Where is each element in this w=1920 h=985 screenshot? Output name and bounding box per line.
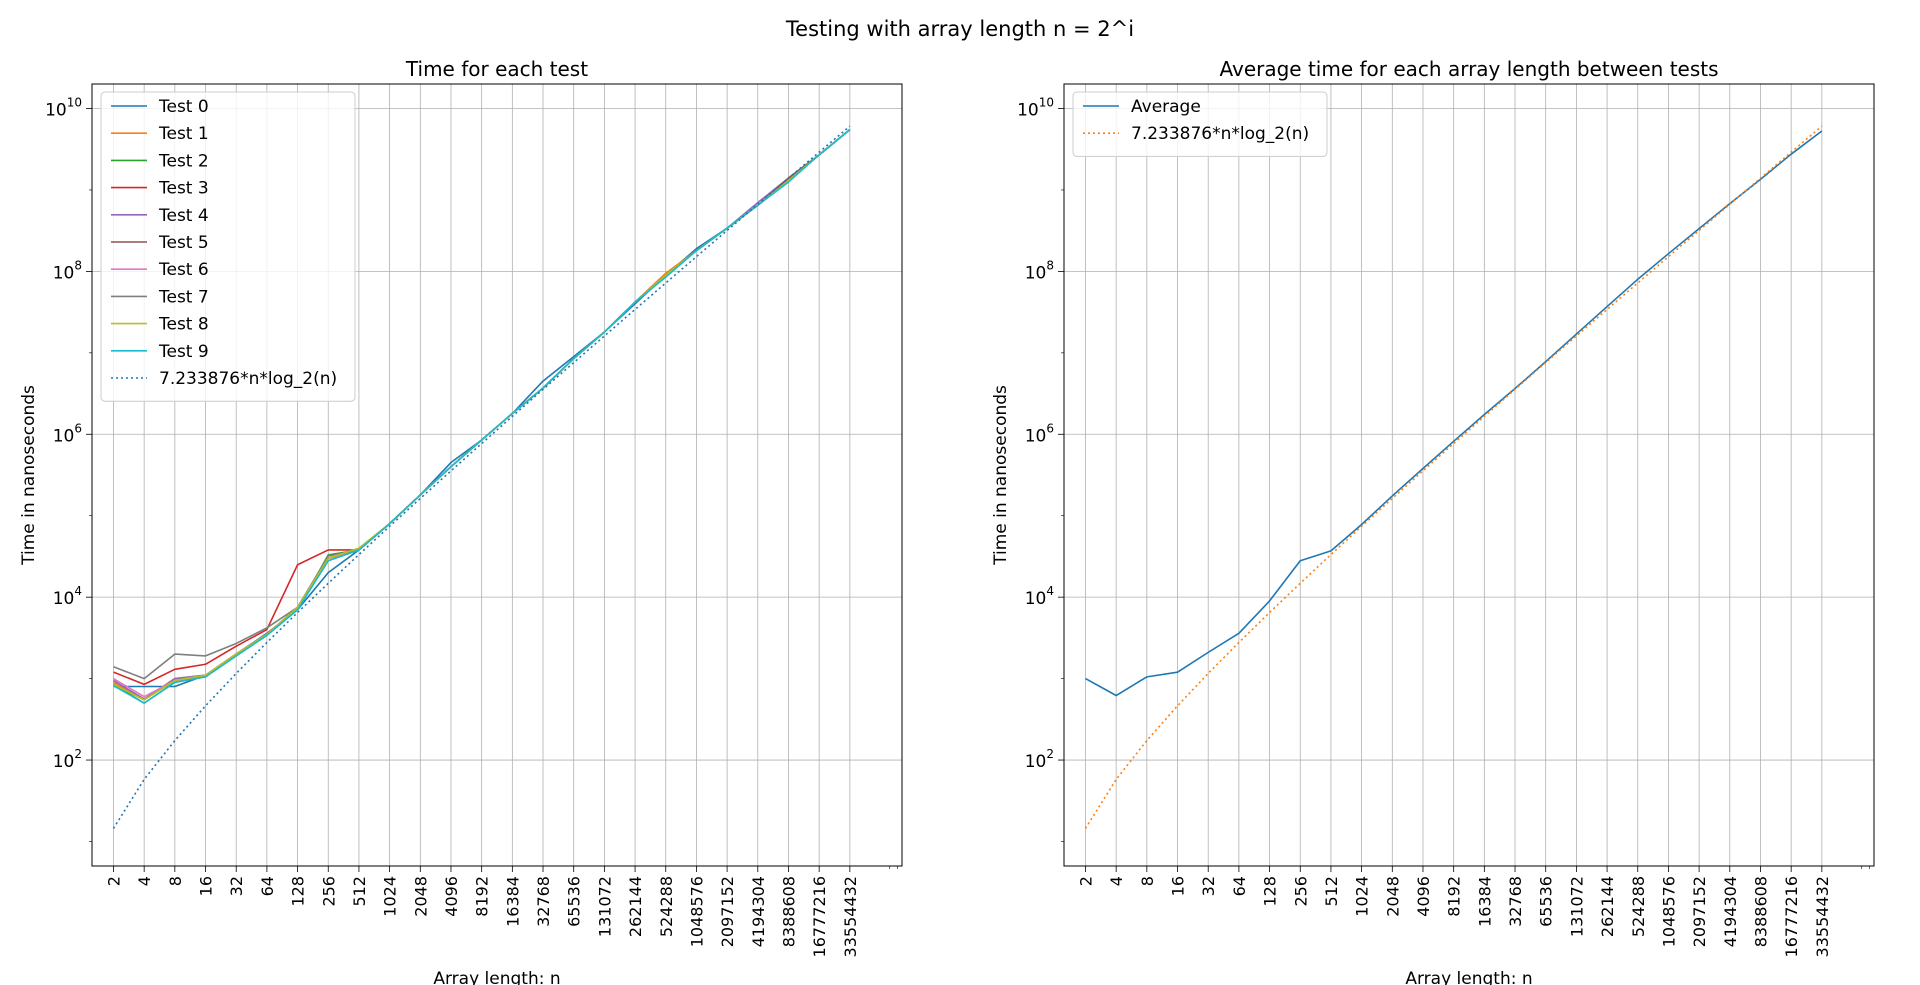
x-tick-label: 8192: [473, 876, 492, 917]
x-tick-label: 16384: [1475, 876, 1494, 927]
x-tick-label: 16777216: [810, 876, 829, 957]
chart-left: 2 4 8 16 32 64 128 256 512 1024 2048 4096 8192 16384 3…: [19, 57, 903, 985]
left-ticks-layer: 2 4 8 16 32 64 128 256 512 1024 2048 4096 8192 16384 3…: [45, 96, 898, 957]
x-tick-label: 8192: [1445, 876, 1464, 917]
x-tick-label: 128: [289, 876, 308, 907]
legend-box: [1072, 91, 1328, 157]
x-tick-label: 1048576: [687, 876, 706, 947]
series-line: [1085, 130, 1823, 697]
x-tick-label: 262144: [626, 876, 645, 937]
left-series-layer: [112, 125, 851, 829]
x-tick-label: 64: [1230, 876, 1249, 896]
x-tick-label: 1048576: [1659, 876, 1678, 947]
x-tick-label: 262144: [1598, 876, 1617, 937]
x-tick-label: 2048: [411, 876, 430, 917]
series-line: [113, 129, 851, 704]
x-tick-label: 65536: [565, 876, 584, 927]
right-plot-frame: [1063, 83, 1875, 867]
x-tick-label: 2097152: [1690, 876, 1709, 947]
right-series-layer: [1084, 125, 1823, 829]
legend-label: Test 0: [158, 97, 209, 117]
x-tick-label: 2: [104, 876, 123, 886]
chart-right: 2 4 8 16 32 64 128 256 512 1024 2048 4096 8192 16384 3…: [991, 57, 1875, 985]
left-y-axis-label: Time in nanoseconds: [19, 385, 39, 566]
x-tick-label: 64: [258, 876, 277, 896]
x-tick-label: 4194304: [749, 876, 768, 947]
x-tick-label: 512: [350, 876, 369, 907]
x-tick-label: 4096: [1414, 876, 1433, 917]
right-chart-title: Average time for each array length betwe…: [1219, 57, 1718, 81]
legend-label: Test 8: [158, 315, 209, 335]
x-tick-label: 65536: [1537, 876, 1556, 927]
legend-label: 7.233876*n*log_2(n): [159, 369, 337, 389]
x-tick-label: 128: [1261, 876, 1280, 907]
x-tick-label: 8388608: [779, 876, 798, 947]
y-tick-label: 104: [53, 584, 82, 609]
legend-box: [100, 91, 356, 402]
y-tick-label: 108: [1025, 258, 1054, 283]
x-tick-label: 4: [1107, 876, 1126, 886]
legend-label: Test 3: [158, 179, 209, 199]
x-tick-label: 32: [227, 876, 246, 896]
y-tick-label: 104: [1025, 584, 1054, 609]
x-tick-label: 1024: [1353, 876, 1372, 917]
left-x-axis-label: Array length: n: [433, 969, 560, 985]
x-tick-label: 4096: [442, 876, 461, 917]
x-tick-label: 1024: [381, 876, 400, 917]
x-tick-label: 2: [1076, 876, 1095, 886]
legend-label: Test 7: [158, 287, 209, 307]
x-tick-label: 512: [1322, 876, 1341, 907]
x-tick-label: 8: [166, 876, 185, 886]
x-tick-label: 32: [1199, 876, 1218, 896]
x-tick-label: 32768: [1506, 876, 1525, 927]
x-tick-label: 256: [1291, 876, 1310, 907]
right-legend: Average 7.233876*n*log_2(n): [1072, 91, 1328, 157]
x-tick-label: 131072: [595, 876, 614, 937]
y-tick-label: 102: [1025, 747, 1054, 772]
left-plot-frame: [91, 83, 903, 867]
legend-label: Test 6: [158, 260, 209, 280]
legend-label: Test 2: [158, 151, 209, 171]
y-tick-label: 106: [53, 421, 82, 446]
x-tick-label: 16: [1169, 876, 1188, 896]
x-tick-label: 32768: [534, 876, 553, 927]
x-tick-label: 4: [135, 876, 154, 886]
legend-label: Test 9: [158, 342, 209, 362]
right-grid-layer: [1064, 84, 1874, 866]
y-tick-label: 1010: [1017, 96, 1054, 121]
legend-label: Test 4: [158, 206, 209, 226]
y-tick-label: 108: [53, 258, 82, 283]
legend-label: Test 5: [158, 233, 209, 253]
right-ticks-layer: 2 4 8 16 32 64 128 256 512 1024 2048 4096 8192 16384 3…: [1017, 96, 1870, 957]
x-tick-label: 16384: [503, 876, 522, 927]
right-x-axis-label: Array length: n: [1405, 969, 1532, 985]
x-tick-label: 8388608: [1751, 876, 1770, 947]
legend-label: Average: [1131, 97, 1201, 117]
y-tick-label: 106: [1025, 421, 1054, 446]
left-chart-title: Time for each test: [405, 57, 588, 81]
x-tick-label: 33554432: [841, 876, 860, 957]
x-tick-label: 2048: [1383, 876, 1402, 917]
legend-label: 7.233876*n*log_2(n): [1131, 124, 1309, 144]
y-tick-label: 1010: [45, 96, 82, 121]
x-tick-label: 2097152: [718, 876, 737, 947]
x-tick-label: 16777216: [1782, 876, 1801, 957]
x-tick-label: 131072: [1567, 876, 1586, 937]
y-tick-label: 102: [53, 747, 82, 772]
x-tick-label: 524288: [657, 876, 676, 937]
left-legend: Test 0 Test 1 Test 2 Test 3 Test 4 Test 5 Test…: [100, 91, 356, 402]
x-tick-label: 4194304: [1721, 876, 1740, 947]
x-tick-label: 16: [197, 876, 216, 896]
figure-suptitle: Testing with array length n = 2^i: [785, 17, 1134, 41]
x-tick-label: 33554432: [1813, 876, 1832, 957]
x-tick-label: 524288: [1629, 876, 1648, 937]
x-tick-label: 8: [1138, 876, 1157, 886]
x-tick-label: 256: [319, 876, 338, 907]
right-y-axis-label: Time in nanoseconds: [991, 385, 1011, 566]
legend-label: Test 1: [158, 124, 209, 144]
